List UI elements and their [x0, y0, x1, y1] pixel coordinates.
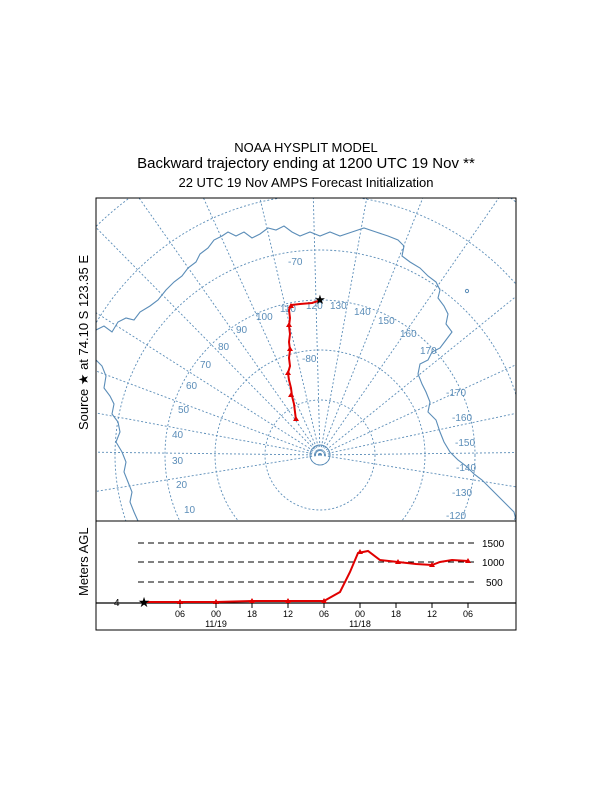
profile-marker: [249, 598, 255, 603]
lon-label: 90: [236, 325, 248, 336]
initialization-subtitle: 22 UTC 19 Nov AMPS Forecast Initializati…: [178, 175, 434, 190]
x-tick-label: 00: [355, 609, 365, 619]
profile-marker: [213, 599, 219, 604]
lon-label: 150: [378, 316, 395, 327]
height-profile-markers: [177, 549, 471, 604]
lon-label: 20: [176, 480, 188, 491]
lon-label: 10: [184, 505, 196, 516]
model-title: NOAA HYSPLIT MODEL: [234, 140, 378, 155]
trajectory-marker: [286, 322, 292, 327]
x-tick-label: 18: [391, 609, 401, 619]
profile-marker: [395, 559, 401, 564]
center-lat-label: -80: [302, 354, 317, 365]
profile-marker: [465, 558, 471, 563]
lon-label: 140: [354, 307, 371, 318]
lat-label: -70: [288, 257, 303, 268]
x-tick-label: 06: [463, 609, 473, 619]
x-tick-label: 12: [283, 609, 293, 619]
lon-label: 50: [178, 405, 190, 416]
x-tick-labels: 06 00 18 12 06 00 18 12 06 11/19 11/18: [175, 609, 473, 629]
trajectory-marker: [293, 416, 299, 421]
profile-marker: [429, 562, 435, 567]
source-star-icon: ★: [314, 292, 326, 307]
map-panel: -70 -80 90 80 70 60 50 40 30 20 10 110 1…: [95, 197, 517, 522]
lon-label: -140: [456, 463, 476, 474]
trajectory-marker: [288, 392, 294, 397]
trajectory-map: ★: [285, 292, 326, 421]
height-label: 1000: [482, 558, 505, 569]
lon-label: 30: [172, 456, 184, 467]
profile-frame: [95, 520, 517, 631]
lon-label: 40: [172, 430, 184, 441]
trajectory-marker: [287, 346, 293, 351]
date-label: 11/18: [349, 619, 371, 629]
lat-circle: [114, 249, 516, 521]
height-label: 500: [486, 578, 503, 589]
lon-label: 60: [186, 381, 198, 392]
profile-panel: 1500 1000 500 4 ★: [95, 520, 517, 631]
lat-circle: [214, 349, 426, 521]
lon-label: -170: [446, 388, 466, 399]
profile-marker: [321, 598, 327, 603]
coastline-west: [96, 359, 139, 521]
x-tick-label: 18: [247, 609, 257, 619]
x-tick-label: 06: [175, 609, 185, 619]
height-guides: [138, 542, 476, 583]
source-location-label: Source ★ at 74.10 S 123.35 E: [76, 255, 91, 430]
profile-source-star-icon: ★: [138, 594, 151, 610]
lon-label: 170: [420, 346, 437, 357]
map-content: [96, 198, 516, 521]
x-tick-label: 12: [427, 609, 437, 619]
lon-label: -130: [452, 488, 472, 499]
profile-marker: [177, 599, 183, 604]
profile-marker: [285, 598, 291, 603]
lon-label: 70: [200, 360, 212, 371]
date-label: 11/19: [205, 619, 227, 629]
lon-label: 80: [218, 342, 230, 353]
trajectory-markers: [285, 303, 299, 421]
trajectory-marker: [288, 303, 294, 308]
lon-label: -160: [452, 413, 472, 424]
lon-label: 160: [400, 329, 417, 340]
coastline: [96, 225, 516, 521]
height-label: 1500: [482, 539, 505, 550]
x-tick-label: 00: [211, 609, 221, 619]
profile-y-axis-label: Meters AGL: [76, 527, 91, 596]
x-ticks: [179, 603, 469, 608]
map-labels: -70 -80 90 80 70 60 50 40 30 20 10 110 1…: [172, 257, 476, 522]
meridians: [96, 198, 516, 492]
lon-label: 120: [306, 301, 323, 312]
lat-circle: [164, 299, 476, 521]
pole-marker: [309, 444, 331, 466]
height-profile-line: [144, 549, 469, 603]
lat-circle: [264, 399, 376, 511]
trajectory-marker: [285, 370, 291, 375]
island: [464, 288, 470, 294]
lon-label: -120: [446, 511, 466, 522]
x-tick-label: 06: [319, 609, 329, 619]
profile-marker: [357, 549, 363, 554]
lon-label: -150: [455, 438, 475, 449]
lon-label: 100: [256, 312, 273, 323]
lon-label: 130: [330, 301, 347, 312]
trajectory-title: Backward trajectory ending at 1200 UTC 1…: [137, 155, 475, 172]
height-labels: 1500 1000 500 4: [114, 539, 505, 609]
